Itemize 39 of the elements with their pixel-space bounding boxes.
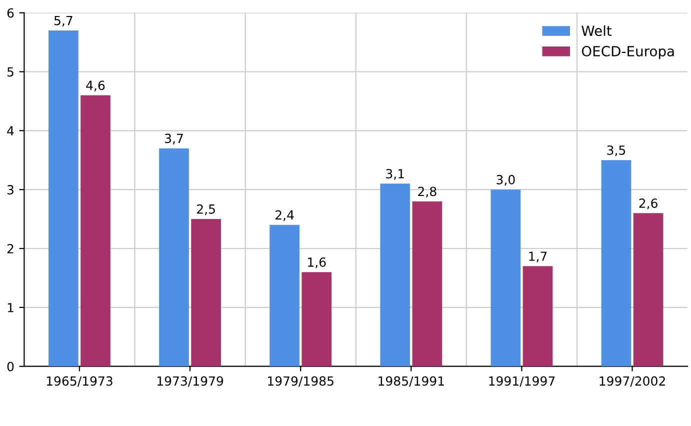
data-label: 3,0 [496,174,515,186]
legend-label: Welt [582,25,612,36]
bar [302,272,332,366]
x-tick-label: 1979/1985 [268,376,334,387]
bar [412,201,442,366]
data-label: 2,4 [276,210,294,222]
bar [490,190,521,366]
bar [191,219,221,366]
y-tick-label: 3 [7,185,14,194]
x-tick-label: 1985/1991 [378,376,444,387]
bar [633,213,664,366]
data-label: 3,7 [165,134,183,144]
bar [380,184,410,366]
bar [522,266,553,366]
data-label: 2,8 [418,186,436,198]
x-tick-label: 1991/1997 [489,376,555,387]
bar [80,95,110,366]
y-tick-label: 1 [8,303,14,312]
data-label: 1,7 [529,252,547,262]
y-tick-label: 0 [7,362,14,372]
data-label: 3,5 [607,145,626,156]
data-label: 1,6 [308,257,326,268]
data-label: 4,6 [86,80,105,92]
bar [270,224,300,366]
x-tick-label: 1965/1973 [46,376,112,387]
data-label: 3,1 [386,169,404,180]
y-tick-label: 5 [7,67,14,77]
y-tick-label: 4 [7,126,14,136]
data-label: 2,5 [197,204,215,216]
x-tick-label: 1973/1979 [157,376,224,387]
data-label: 5,7 [54,16,72,27]
y-tick-label: 6 [7,8,14,18]
bar [159,148,189,366]
legend-label: OECD-Europa [582,46,674,60]
bar [601,160,632,366]
y-tick-label: 2 [7,244,14,254]
bar [48,30,78,366]
x-tick-label: 1997/2002 [600,376,665,387]
data-label: 2,6 [639,198,658,210]
